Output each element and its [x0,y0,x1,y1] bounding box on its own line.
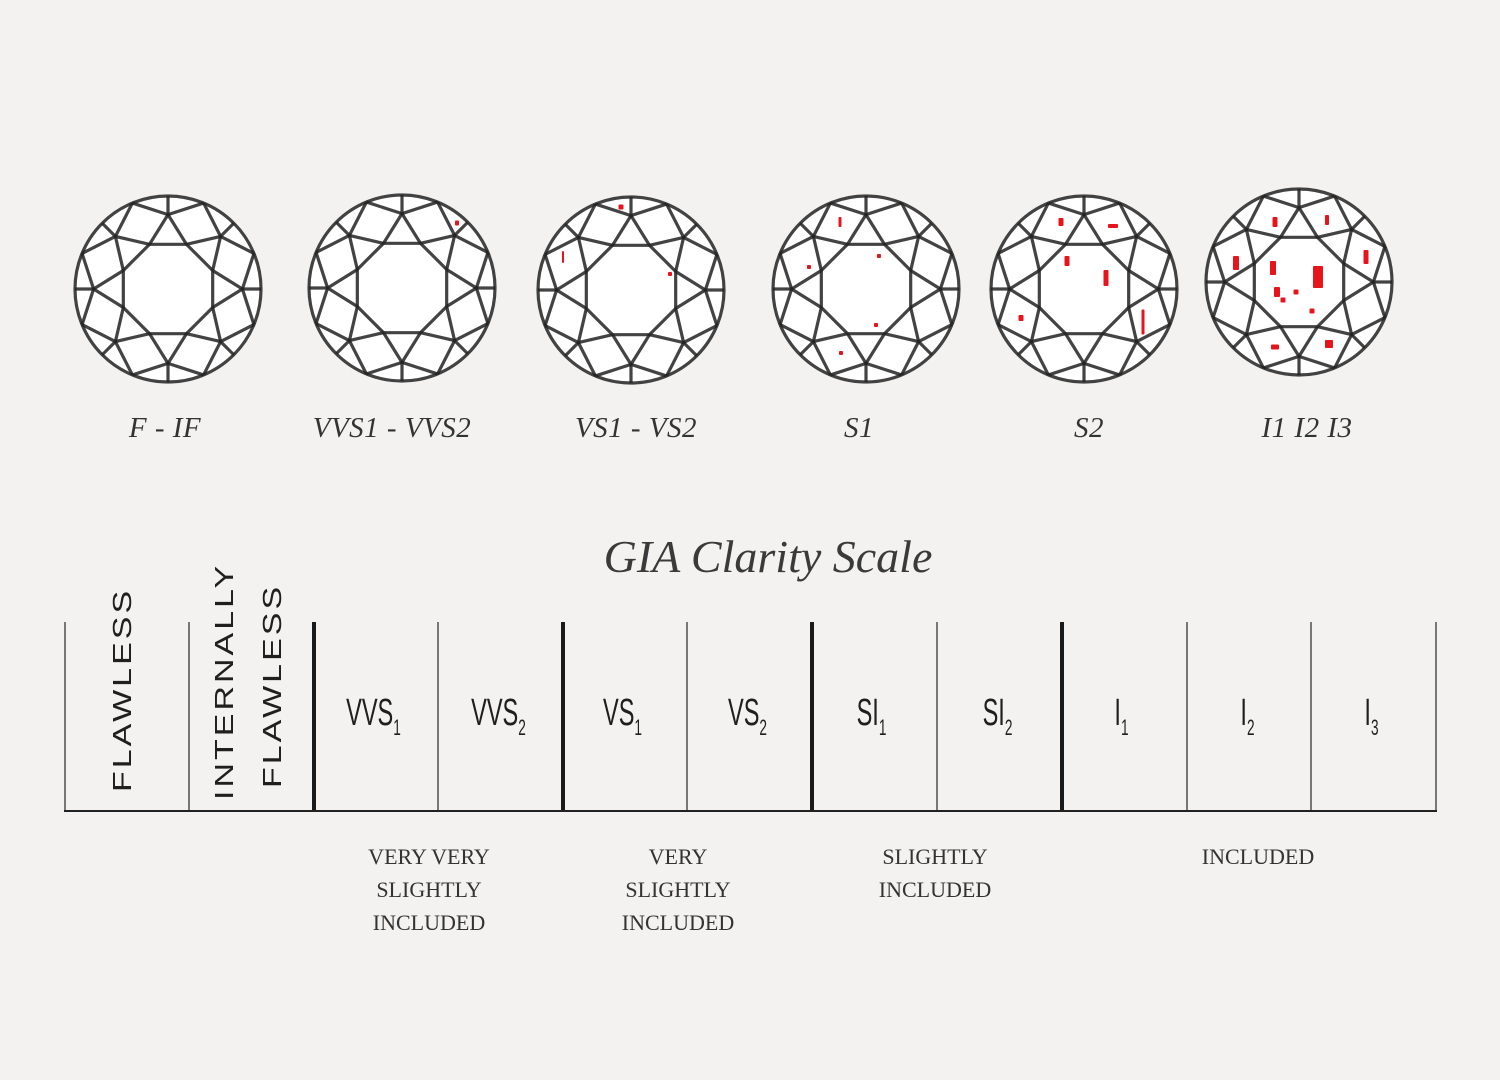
group-si: SLIGHTLY INCLUDED [879,840,991,906]
divider [188,622,190,810]
group-line: SLIGHTLY [625,877,731,902]
divider [437,622,439,810]
inclusion-mark [1271,344,1279,350]
clarity-scale: FLAWLESS INTERNALLY FLAWLESS VVS1 VVS2 VS1… [64,563,1437,812]
inclusion-mark [455,220,459,226]
inclusion-mark [1293,289,1299,295]
grade-subscript: 1 [1120,715,1129,740]
inclusion-mark [1103,270,1109,286]
grade-base: I [1240,692,1247,734]
divider [561,622,565,810]
inclusion-mark [1363,250,1369,264]
grade-base: I [1364,692,1371,734]
inclusion-mark [1325,215,1329,225]
diamond-label: S1 [844,412,874,444]
grade-subscript: 2 [1004,715,1013,740]
divider [1435,622,1437,810]
grade-cell: VVS2 [460,692,538,741]
inclusion-mark [1018,315,1024,321]
divider [64,622,66,810]
grade-base: VS [602,692,635,734]
grade-cell: I2 [1209,692,1287,741]
diamond-label: VVS1 - VVS2 [312,412,472,444]
diamond-label: S2 [1074,412,1104,444]
diamond-2 [307,193,497,383]
divider [1310,622,1312,810]
grade-base: VVS [471,692,519,734]
group-line: VERY [648,844,708,869]
grade-cell: SI2 [959,692,1037,741]
divider [1186,622,1188,810]
grade-subscript: 1 [878,715,887,740]
grade-cell: VS1 [584,692,662,741]
divider [936,622,938,810]
grade-subscript: 1 [393,715,401,740]
group-line: VERY VERY [368,844,490,869]
diamond-3 [536,195,726,385]
inclusion-mark [1274,287,1280,297]
inclusion-mark [838,217,842,227]
group-included: INCLUDED [1202,840,1314,873]
inclusion-mark [1313,266,1323,288]
group-line: INCLUDED [1201,844,1315,869]
grade-base: I [1114,692,1121,734]
group-vvs: VERY VERY SLIGHTLY INCLUDED [368,840,490,939]
inclusion-mark [1108,224,1118,228]
inclusion-mark [1270,261,1276,275]
inclusion-mark [874,323,878,327]
group-line: INCLUDED [372,910,486,935]
inclusion-mark [807,265,811,269]
grade-internally: INTERNALLY [210,562,239,800]
divider [686,622,688,810]
grade-cell: I1 [1083,692,1161,741]
diamond-label: VS1 - VS2 [574,412,698,444]
diamond-1 [73,194,263,384]
grade-cell: SI1 [833,692,911,741]
grade-base: VVS [346,692,394,734]
diamond-label: F - IF [128,412,202,444]
grade-flawless-2: FLAWLESS [258,583,287,788]
group-line: SLIGHTLY [882,844,988,869]
inclusion-mark [1141,309,1145,335]
inclusion-mark [1280,297,1286,303]
grade-subscript: 3 [1370,715,1379,740]
inclusion-mark [1064,256,1070,266]
inclusion-mark [562,251,564,263]
divider [810,622,814,810]
diamond-6 [1204,187,1394,377]
inclusion-mark [1309,308,1315,314]
inclusion-mark [1272,217,1278,227]
grade-cell: VS2 [709,692,787,741]
divider [1060,622,1064,810]
diamond-5 [989,194,1179,384]
grade-base: VS [727,692,760,734]
grade-base: SI [982,692,1005,734]
divider [312,622,316,810]
diamond-illustrations [73,187,1394,385]
inclusion-mark [618,204,624,210]
grade-subscript: 2 [518,715,526,740]
group-line: SLIGHTLY [376,877,482,902]
inclusion-mark [877,254,881,258]
grade-cell: I3 [1333,692,1411,741]
inclusion-mark [839,351,843,355]
inclusion-mark [1058,218,1064,226]
grade-subscript: 1 [634,715,643,740]
group-line: INCLUDED [621,910,735,935]
group-line: INCLUDED [878,877,992,902]
group-vs: VERY SLIGHTLY INCLUDED [622,840,734,939]
page-title: GIA Clarity Scale [603,531,933,582]
inclusion-mark [1233,256,1239,270]
inclusion-mark [668,272,672,276]
grade-subscript: 2 [1246,715,1255,740]
grade-flawless: FLAWLESS [108,587,137,792]
grade-cell: VVS1 [335,692,413,741]
grade-subscript: 2 [759,715,768,740]
inclusion-mark [1325,340,1333,348]
diamond-label: I1 I2 I3 [1261,412,1353,444]
diamond-4 [771,194,961,384]
grade-base: SI [856,692,879,734]
